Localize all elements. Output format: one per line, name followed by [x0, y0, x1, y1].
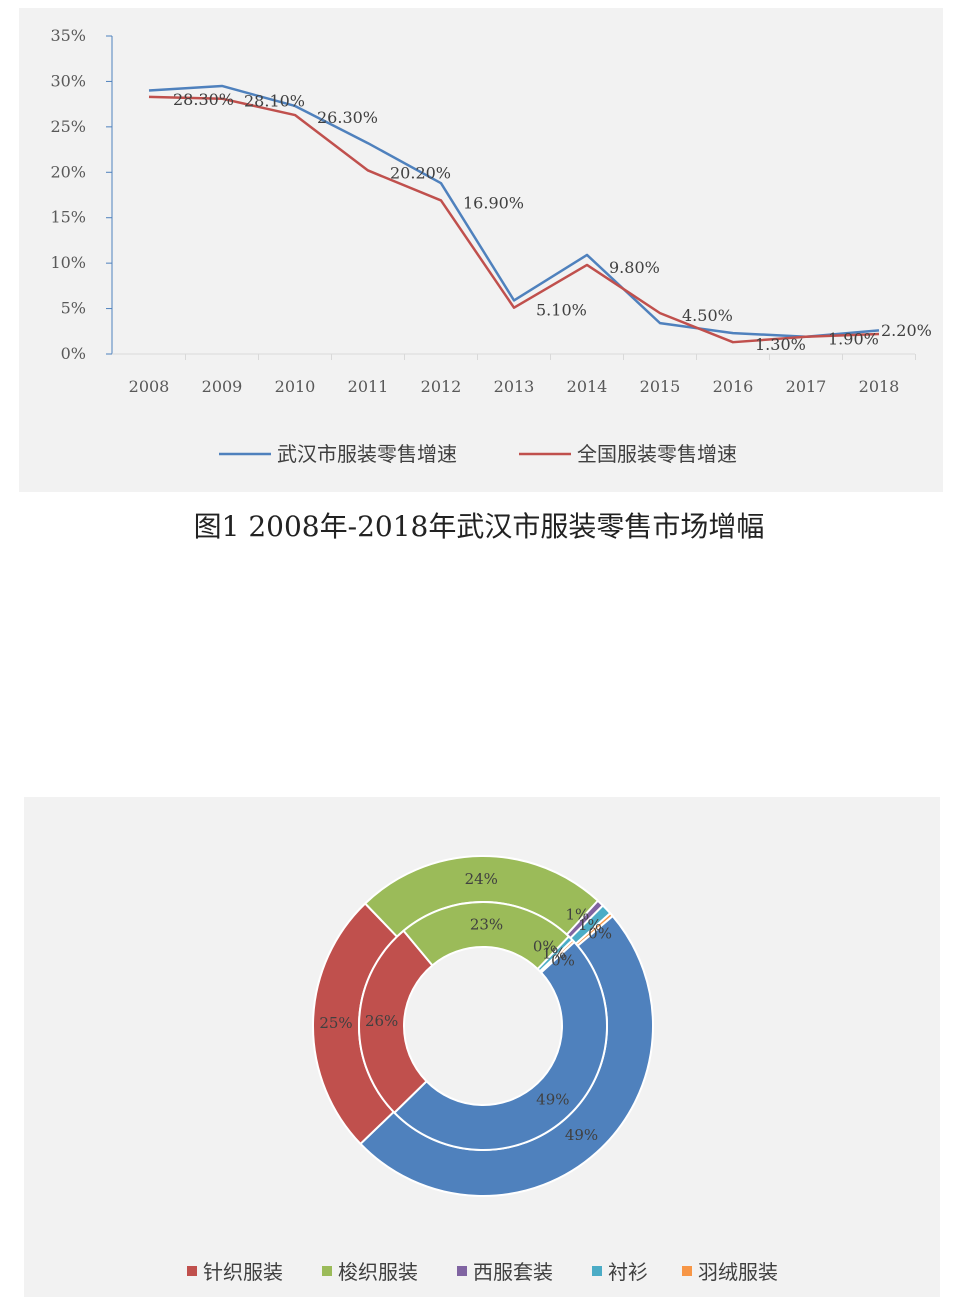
- x-tick-label: 2009: [202, 377, 243, 396]
- outer-ring-label: 0%: [588, 925, 612, 943]
- data-label: 9.80%: [609, 258, 660, 277]
- x-tick-label: 2016: [713, 377, 754, 396]
- x-tick-label: 2015: [640, 377, 681, 396]
- line-chart-panel: 0% 5% 10% 15% 20% 25% 30% 35% 2008 2009 2010 2011 20…: [19, 8, 943, 492]
- data-label: 4.50%: [682, 306, 733, 325]
- legend-label: 武汉市服装零售增速: [277, 442, 457, 466]
- inner-ring-label: 0%: [551, 952, 575, 970]
- x-tick-label: 2011: [348, 377, 389, 396]
- inner-ring-label: 26%: [365, 1012, 398, 1030]
- inner-ring-label: 1%: [542, 944, 566, 962]
- legend-label: 全国服装零售增速: [577, 442, 737, 466]
- x-tick-label: 2013: [494, 377, 535, 396]
- legend-swatch: [187, 1266, 197, 1276]
- data-label: 28.10%: [244, 92, 305, 111]
- x-tick-label: 2017: [786, 377, 827, 396]
- legend-swatch: [457, 1266, 467, 1276]
- inner-ring-label: 49%: [536, 1091, 569, 1109]
- series-line-1: [148, 84, 880, 338]
- outer-ring-label: 1%: [578, 916, 602, 934]
- x-tick-label: 2018: [859, 377, 900, 396]
- data-label: 28.30%: [173, 90, 234, 109]
- legend-label: 西服套装: [473, 1260, 553, 1284]
- legend-label: 羽绒服装: [698, 1260, 778, 1284]
- y-tick-label: 10%: [50, 253, 86, 272]
- series-line-2: [148, 95, 880, 344]
- y-tick-label: 20%: [50, 162, 86, 181]
- legend-swatch: [682, 1266, 692, 1276]
- legend-swatch: [592, 1266, 602, 1276]
- figure-caption: 图1 2008年-2018年武汉市服装零售市场增幅: [193, 510, 765, 543]
- data-label: 20.20%: [390, 163, 451, 182]
- line-chart: 0% 5% 10% 15% 20% 25% 30% 35% 2008 2009 2010 2011 20…: [50, 26, 932, 466]
- outer-ring-label: 49%: [565, 1126, 598, 1144]
- inner-ring-label: 23%: [470, 916, 503, 934]
- y-tick-label: 15%: [50, 208, 86, 227]
- donut-chart-panel: 1% 1% 0% 49% 25% 24% 0% 1% 0% 49% 26% 23% 针织服装 梭织服装 西服…: [24, 797, 940, 1297]
- inner-ring-segment-针织服装: [358, 929, 434, 1115]
- legend-label: 针织服装: [203, 1260, 283, 1284]
- inner-ring-blue-segment: [392, 940, 609, 1151]
- data-label: 2.20%: [881, 321, 932, 340]
- donut-chart: 1%1%0%49%25%24%0%1%0%49%26%23%针织服装 梭织服装 西服…: [187, 855, 778, 1284]
- y-tick-label: 25%: [50, 117, 86, 136]
- data-label: 5.10%: [536, 301, 587, 320]
- outer-ring-label: 25%: [319, 1014, 352, 1032]
- legend-swatch: [322, 1266, 332, 1276]
- outer-ring-label: 1%: [565, 906, 589, 924]
- data-label: 1.90%: [828, 330, 879, 349]
- inner-ring-segment-梭织服装: [402, 901, 571, 971]
- data-label: 16.90%: [463, 193, 524, 212]
- inner-ring-label: 0%: [533, 937, 557, 955]
- y-tick-label: 35%: [50, 26, 86, 45]
- x-tick-label: 2010: [275, 377, 316, 396]
- data-label: 26.30%: [317, 108, 378, 127]
- y-tick-label: 30%: [50, 71, 86, 90]
- x-tick-label: 2008: [129, 377, 170, 396]
- y-tick-label: 5%: [61, 299, 86, 318]
- x-tick-label: 2012: [421, 377, 462, 396]
- legend-label: 梭织服装: [338, 1260, 418, 1284]
- data-label: 1.30%: [755, 335, 806, 354]
- outer-ring-label: 24%: [465, 870, 498, 888]
- x-tick-label: 2014: [567, 377, 608, 396]
- y-tick-label: 0%: [61, 344, 86, 363]
- legend-label: 衬衫: [608, 1260, 648, 1284]
